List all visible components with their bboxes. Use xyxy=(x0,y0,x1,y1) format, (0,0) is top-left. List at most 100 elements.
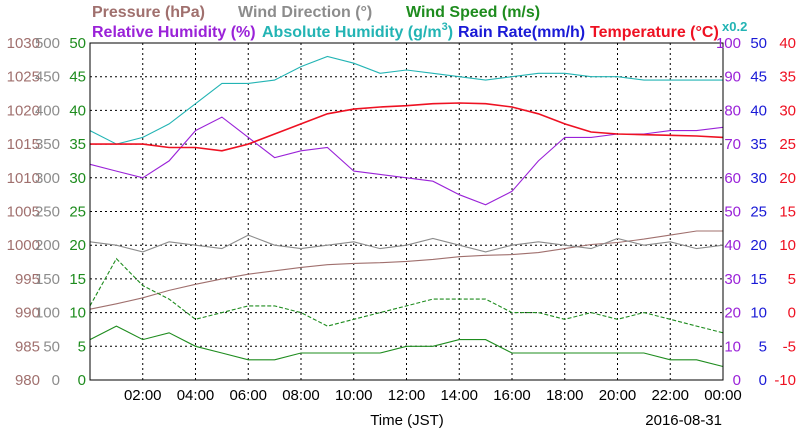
wind-direction-tick: 0 xyxy=(52,372,60,389)
wind-speed-tick: 5 xyxy=(78,338,86,355)
x-tick: 10:00 xyxy=(335,387,373,404)
date-label: 2016-08-31 xyxy=(645,412,722,429)
wind-direction-tick: 50 xyxy=(43,338,60,355)
legend-absolute-humidity: Absolute Humidity (g/m3) xyxy=(262,21,453,41)
pressure-tick: 1020 xyxy=(7,102,40,119)
pressure-tick: 1000 xyxy=(7,237,40,254)
humidity-tick: 80 xyxy=(724,102,741,119)
rain-tick: 10 xyxy=(750,305,767,322)
humidity-tick: 40 xyxy=(724,237,741,254)
x-tick: 20:00 xyxy=(599,387,637,404)
wind-speed-tick: 40 xyxy=(69,102,86,119)
wind-direction-tick: 450 xyxy=(35,69,60,86)
rain-tick: 30 xyxy=(750,170,767,187)
wind-direction-tick: 500 xyxy=(35,35,60,52)
legend-absolute-humidity-sup: 3 xyxy=(442,21,448,33)
legend-rain-rate: Rain Rate(mm/h) xyxy=(458,24,585,41)
x-tick: 04:00 xyxy=(177,387,215,404)
x-tick: 18:00 xyxy=(546,387,584,404)
wind-direction-tick: 350 xyxy=(35,136,60,153)
x-tick: 06:00 xyxy=(229,387,267,404)
x-tick: 12:00 xyxy=(388,387,426,404)
rain-tick: 45 xyxy=(750,69,767,86)
temperature-tick: 30 xyxy=(779,102,796,119)
temperature-tick: -5 xyxy=(783,338,796,355)
wind-speed-tick: 50 xyxy=(69,35,86,52)
y-tick-labels: 1030102510201015101010051000995990985980… xyxy=(7,35,796,389)
wind-speed-upper-line xyxy=(89,257,724,334)
wind-speed-tick: 25 xyxy=(69,204,86,221)
wind-speed-tick: 10 xyxy=(69,305,86,322)
x-axis-label: Time (JST) xyxy=(370,412,444,429)
wind-direction-tick: 100 xyxy=(35,305,60,322)
x-tick: 16:00 xyxy=(493,387,531,404)
pressure-tick: 1005 xyxy=(7,204,40,221)
humidity-tick: 0 xyxy=(733,372,741,389)
rain-tick: 40 xyxy=(750,102,767,119)
legend-temperature: Temperature (°C) xyxy=(590,24,719,41)
wind-direction-tick: 150 xyxy=(35,271,60,288)
wind-direction-tick: 200 xyxy=(35,237,60,254)
wind-speed-tick: 0 xyxy=(78,372,86,389)
humidity-tick: 70 xyxy=(724,136,741,153)
wind-speed-tick: 15 xyxy=(69,271,86,288)
pressure-tick: 995 xyxy=(15,271,40,288)
pressure-tick: 1030 xyxy=(7,35,40,52)
legend-scale-note: x0.2 xyxy=(722,19,747,34)
x-tick: 02:00 xyxy=(124,387,162,404)
x-tick: 08:00 xyxy=(282,387,320,404)
wind-speed-tick: 45 xyxy=(69,69,86,86)
humidity-tick: 90 xyxy=(724,69,741,86)
temperature-tick: 5 xyxy=(788,271,796,288)
legend-pressure: Pressure (hPa) xyxy=(92,4,205,21)
rain-tick: 0 xyxy=(759,372,767,389)
temperature-tick: 10 xyxy=(779,237,796,254)
temperature-tick: 20 xyxy=(779,170,796,187)
rain-tick: 20 xyxy=(750,237,767,254)
pressure-tick: 1025 xyxy=(7,69,40,86)
wind-direction-tick: 300 xyxy=(35,170,60,187)
temperature-line xyxy=(90,102,724,152)
pressure-tick: 1010 xyxy=(7,170,40,187)
x-tick: 14:00 xyxy=(440,387,478,404)
temperature-tick: 15 xyxy=(779,204,796,221)
humidity-tick: 10 xyxy=(724,338,741,355)
pressure-tick: 985 xyxy=(15,338,40,355)
wind-direction-tick: 250 xyxy=(35,204,60,221)
pressure-tick: 990 xyxy=(15,305,40,322)
rain-tick: 50 xyxy=(750,35,767,52)
x-tick: 22:00 xyxy=(651,387,689,404)
temperature-tick: 40 xyxy=(779,35,796,52)
wind-direction-tick: 400 xyxy=(35,102,60,119)
wind-speed-tick: 30 xyxy=(69,170,86,187)
x-tick-labels: 02:00 04:00 06:00 08:00 10:00 12:00 14:00 16:00… xyxy=(124,387,742,404)
legend-relative-humidity: Relative Humidity (%) xyxy=(92,24,256,41)
temperature-tick: 35 xyxy=(779,69,796,86)
pressure-line xyxy=(89,230,723,310)
humidity-tick: 60 xyxy=(724,170,741,187)
temperature-tick: 0 xyxy=(788,305,796,322)
pressure-tick: 980 xyxy=(15,372,40,389)
wind-speed-tick: 20 xyxy=(69,237,86,254)
wind-speed-tick: 35 xyxy=(69,136,86,153)
rain-tick: 25 xyxy=(750,204,767,221)
legend-absolute-humidity-close: ) xyxy=(448,24,453,41)
x-tick: 00:00 xyxy=(704,387,742,404)
plot-frame xyxy=(89,42,724,381)
absolute-humidity-line xyxy=(89,55,723,145)
humidity-tick: 100 xyxy=(716,35,741,52)
legend-absolute-humidity-text: Absolute Humidity (g/m xyxy=(262,24,442,41)
rain-tick: 35 xyxy=(750,136,767,153)
temperature-tick: -10 xyxy=(774,372,796,389)
humidity-tick: 30 xyxy=(724,271,741,288)
pressure-tick: 1015 xyxy=(7,136,40,153)
temperature-tick: 25 xyxy=(779,136,796,153)
humidity-tick: 20 xyxy=(724,305,741,322)
wind-direction-line xyxy=(89,234,724,253)
humidity-tick: 50 xyxy=(724,204,741,221)
wind-speed-lower-line xyxy=(89,325,724,368)
rain-tick: 5 xyxy=(759,338,767,355)
legend-wind-speed: Wind Speed (m/s) xyxy=(406,4,540,21)
rain-tick: 15 xyxy=(750,271,767,288)
